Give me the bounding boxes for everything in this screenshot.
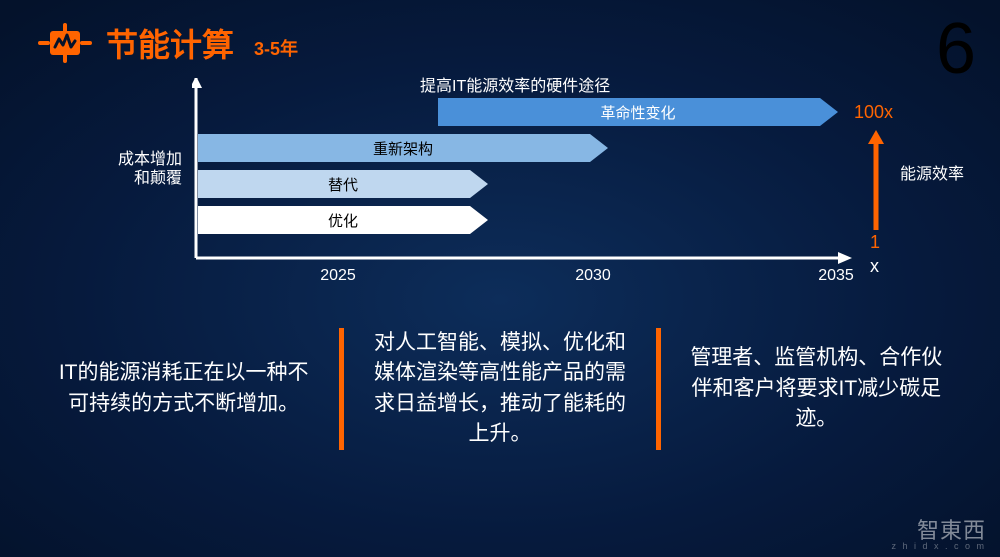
- slide-title: 节能计算: [106, 20, 234, 66]
- watermark: 智東西 z h i d x . c o m: [891, 513, 986, 551]
- x-tick: 2030: [575, 267, 611, 285]
- summary-columns: IT的能源消耗正在以一种不可持续的方式不断增加。 对人工智能、模拟、优化和媒体渲…: [28, 328, 972, 450]
- y-axis-label: 成本增加 和颠覆: [106, 150, 182, 188]
- scale-unit-label: x: [870, 256, 879, 277]
- bar-label: 替代: [328, 174, 358, 195]
- chart-bars: 革命性变化 重新架构 替代 优化: [198, 98, 838, 242]
- bar-revolutionary: 革命性变化: [438, 98, 838, 126]
- slide-subtitle: 3-5年: [254, 35, 298, 61]
- x-tick: 2035: [818, 267, 854, 285]
- bar-optimize: 优化: [198, 206, 488, 234]
- bar-replace: 替代: [198, 170, 488, 198]
- bar-label: 重新架构: [373, 138, 433, 159]
- summary-col-3: 管理者、监管机构、合作伙伴和客户将要求IT减少碳足迹。: [661, 328, 972, 450]
- bar-label: 革命性变化: [600, 102, 675, 123]
- x-tick: 2025: [320, 267, 356, 285]
- y-axis-label-line1: 成本增加: [118, 151, 182, 168]
- scale-top-label: 100x: [854, 102, 893, 123]
- summary-col-2: 对人工智能、模拟、优化和媒体渲染等高性能产品的需求日益增长，推动了能耗的上升。: [344, 328, 655, 450]
- scale-bottom-label: 1: [870, 232, 880, 253]
- efficiency-axis-label: 能源效率: [900, 160, 980, 184]
- y-axis-label-line2: 和颠覆: [134, 170, 182, 187]
- slide-header: 节能计算 3-5年: [38, 20, 298, 66]
- watermark-sub: z h i d x . c o m: [891, 541, 986, 551]
- efficiency-arrow-icon: [866, 130, 886, 230]
- energy-efficiency-chart: 提高IT能源效率的硬件途径 成本增加 和颠覆 革命性变化 重新架构 替代: [110, 72, 900, 282]
- bar-label: 优化: [328, 210, 358, 231]
- page-number: 6: [936, 8, 976, 90]
- chip-icon: [38, 23, 92, 63]
- bar-rearchitect: 重新架构: [198, 134, 608, 162]
- summary-col-1: IT的能源消耗正在以一种不可持续的方式不断增加。: [28, 328, 339, 450]
